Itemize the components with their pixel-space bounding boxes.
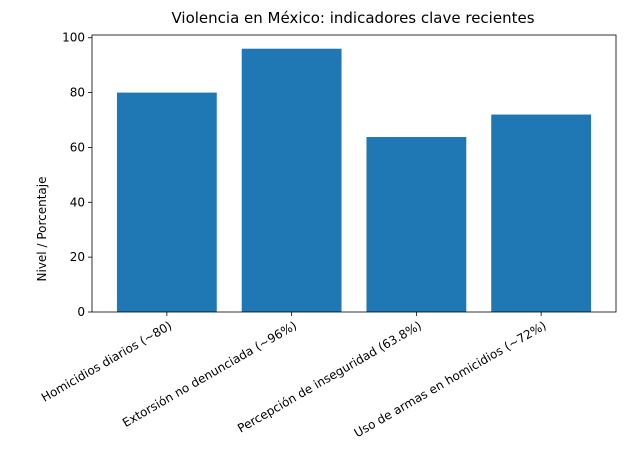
plot-frame xyxy=(91,34,617,313)
chart-title: Violencia en México: indicadores clave r… xyxy=(171,9,534,27)
bar-2 xyxy=(241,48,342,313)
x-tick-label: Homicidios diarios (~80) xyxy=(39,318,174,404)
bar-1 xyxy=(116,92,217,313)
y-tick-label: 60 xyxy=(70,140,85,154)
bars-group xyxy=(116,48,592,313)
y-tick-label: 100 xyxy=(62,31,85,45)
bar-3 xyxy=(366,137,467,312)
y-tick-label: 80 xyxy=(70,86,85,100)
x-ticks-group: Homicidios diarios (~80)Extorsión no den… xyxy=(39,312,549,440)
y-axis-label: Nivel / Porcentaje xyxy=(35,177,49,282)
y-tick-label: 20 xyxy=(70,250,85,264)
y-tick-label: 0 xyxy=(77,305,85,319)
y-tick-label: 40 xyxy=(70,195,85,209)
x-tick-label: Uso de armas en homicidios (~72%) xyxy=(352,318,549,440)
y-ticks-group: 0 20 40 60 80 100 xyxy=(62,31,92,319)
bar-4 xyxy=(491,114,592,312)
